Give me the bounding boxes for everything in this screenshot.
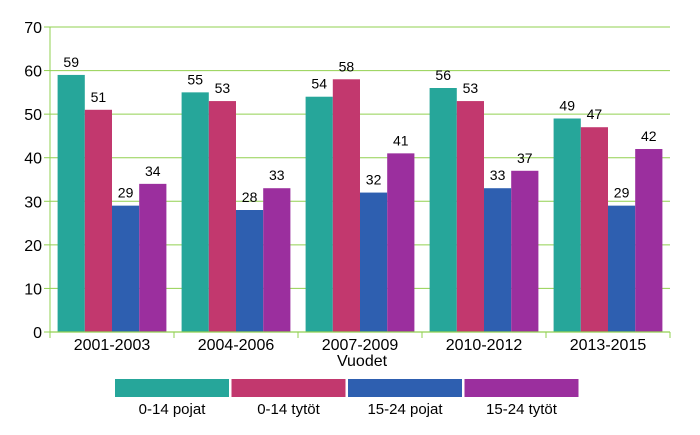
x-axis-title: Vuodet <box>337 353 388 370</box>
bars <box>57 74 663 333</box>
data-label: 28 <box>242 189 258 205</box>
x-tick-label: 2004-2006 <box>198 337 275 354</box>
bar <box>236 210 264 332</box>
bar <box>263 188 291 332</box>
legend-swatch <box>231 379 346 397</box>
y-tick-label: 50 <box>24 107 42 124</box>
legend-label: 0-14 pojat <box>139 401 207 418</box>
bar <box>387 153 415 332</box>
data-label: 29 <box>614 185 630 201</box>
bar <box>139 183 167 332</box>
data-label: 29 <box>118 185 134 201</box>
y-tick-label: 20 <box>24 238 42 255</box>
bar <box>553 118 581 332</box>
data-label: 42 <box>641 128 657 144</box>
data-label: 51 <box>91 89 107 105</box>
bar <box>332 79 360 333</box>
x-tick-label: 2010-2012 <box>446 337 523 354</box>
legend-swatch <box>464 379 579 397</box>
x-axis-ticks: 2001-2003 2004-2006 2007-2009 2010-2012 2013… <box>49 331 671 354</box>
bar <box>635 149 663 332</box>
y-tick-label: 0 <box>33 325 42 342</box>
data-label: 59 <box>63 54 79 70</box>
x-tick-label: 2001-2003 <box>74 337 151 354</box>
bar <box>208 101 236 332</box>
legend-label: 15-24 pojat <box>367 401 443 418</box>
legend: 0-14 pojat 0-14 tytöt 15-24 pojat 15-24 tyt… <box>115 379 579 418</box>
data-label: 34 <box>145 163 161 179</box>
y-tick-label: 10 <box>24 281 42 298</box>
legend-swatch <box>115 379 229 397</box>
data-label: 41 <box>393 132 409 148</box>
bar <box>360 192 388 332</box>
bar <box>429 88 457 332</box>
bar <box>484 188 512 332</box>
data-label: 32 <box>366 172 382 188</box>
y-axis-ticks: 0 10 20 30 40 50 60 70 <box>24 20 50 342</box>
data-label: 33 <box>269 167 285 183</box>
legend-label: 15-24 tytöt <box>486 401 558 418</box>
y-tick-label: 40 <box>24 151 42 168</box>
bar <box>57 74 85 332</box>
data-label: 53 <box>215 80 231 96</box>
data-label: 47 <box>587 106 603 122</box>
bar <box>84 109 112 333</box>
data-label: 49 <box>559 98 575 114</box>
data-label: 33 <box>490 167 506 183</box>
bar <box>580 127 608 332</box>
y-tick-label: 30 <box>24 194 42 211</box>
bar <box>511 170 539 332</box>
y-tick-label: 60 <box>24 64 42 81</box>
legend-label: 0-14 tytöt <box>257 401 320 418</box>
data-label: 58 <box>339 58 355 74</box>
y-tick-label: 70 <box>24 20 42 37</box>
bar <box>305 96 333 332</box>
bar <box>456 101 484 332</box>
bar <box>181 92 209 332</box>
data-label: 56 <box>435 67 451 83</box>
x-tick-label: 2007-2009 <box>322 337 399 354</box>
data-labels: 59 51 29 34 55 53 28 33 54 58 32 41 56 53 33 37 49 47 29 42 <box>63 54 656 205</box>
data-label: 54 <box>311 76 327 92</box>
x-tick-label: 2013-2015 <box>570 337 647 354</box>
data-label: 37 <box>517 150 533 166</box>
bar <box>608 205 636 332</box>
data-label: 53 <box>463 80 479 96</box>
legend-swatch <box>348 379 462 397</box>
data-label: 55 <box>187 71 203 87</box>
bar <box>112 205 140 332</box>
